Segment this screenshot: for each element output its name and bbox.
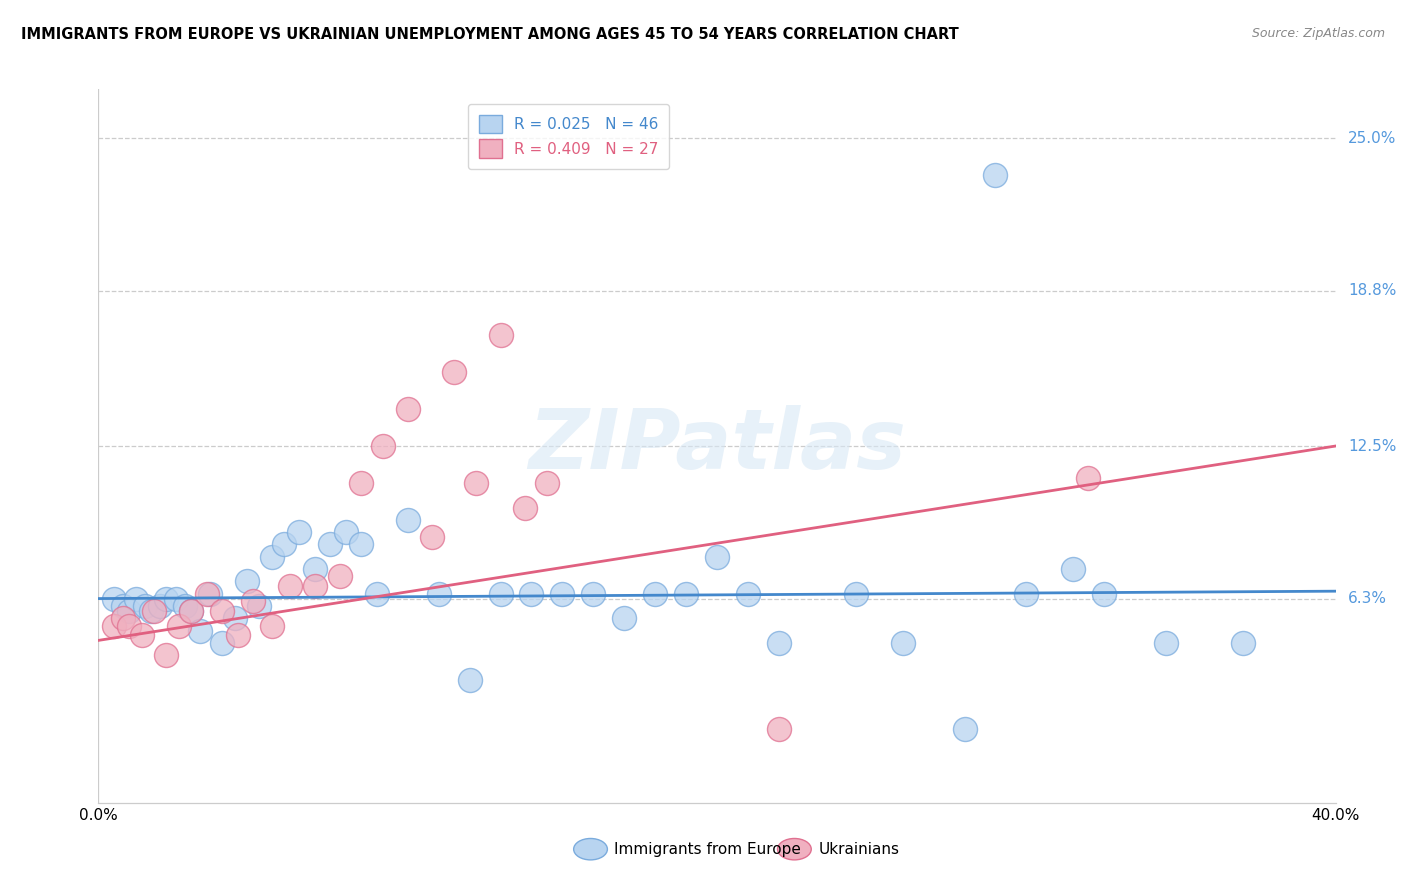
Point bbox=[190, 624, 212, 638]
Point bbox=[515, 500, 537, 515]
Point bbox=[236, 574, 259, 589]
Point bbox=[118, 618, 141, 632]
Text: 18.8%: 18.8% bbox=[1348, 284, 1396, 299]
Point bbox=[613, 611, 636, 625]
Point bbox=[155, 591, 177, 606]
Point bbox=[366, 587, 388, 601]
Point bbox=[304, 579, 326, 593]
Point bbox=[247, 599, 270, 613]
Point bbox=[195, 587, 218, 601]
Point bbox=[551, 587, 574, 601]
Point bbox=[396, 402, 419, 417]
Point bbox=[582, 587, 605, 601]
Point bbox=[118, 604, 141, 618]
Text: 6.3%: 6.3% bbox=[1348, 591, 1388, 606]
Point bbox=[1015, 587, 1038, 601]
Point bbox=[103, 618, 125, 632]
Point bbox=[644, 587, 666, 601]
Point bbox=[520, 587, 543, 601]
Point bbox=[155, 648, 177, 662]
Point bbox=[458, 673, 481, 687]
Point bbox=[112, 599, 135, 613]
Point bbox=[1232, 636, 1254, 650]
Point bbox=[103, 591, 125, 606]
Point bbox=[211, 604, 233, 618]
Point bbox=[278, 579, 301, 593]
Point bbox=[112, 611, 135, 625]
Point bbox=[768, 636, 790, 650]
Point bbox=[953, 722, 976, 736]
Point bbox=[371, 439, 394, 453]
Point bbox=[224, 611, 246, 625]
Text: Source: ZipAtlas.com: Source: ZipAtlas.com bbox=[1251, 27, 1385, 40]
Point bbox=[489, 328, 512, 343]
Point bbox=[845, 587, 868, 601]
Point bbox=[165, 591, 187, 606]
Point bbox=[226, 628, 249, 642]
Point bbox=[675, 587, 697, 601]
Point bbox=[273, 537, 295, 551]
Text: 12.5%: 12.5% bbox=[1348, 439, 1396, 453]
Point bbox=[1154, 636, 1177, 650]
Text: IMMIGRANTS FROM EUROPE VS UKRAINIAN UNEMPLOYMENT AMONG AGES 45 TO 54 YEARS CORRE: IMMIGRANTS FROM EUROPE VS UKRAINIAN UNEM… bbox=[21, 27, 959, 42]
Point bbox=[198, 587, 221, 601]
Point bbox=[422, 530, 444, 544]
Point bbox=[536, 475, 558, 490]
Point bbox=[329, 569, 352, 583]
Point bbox=[149, 599, 172, 613]
Point bbox=[319, 537, 342, 551]
Point bbox=[242, 594, 264, 608]
Point bbox=[1092, 587, 1115, 601]
Point bbox=[350, 475, 373, 490]
Point bbox=[143, 604, 166, 618]
Point bbox=[167, 618, 190, 632]
Point bbox=[1077, 471, 1099, 485]
Point bbox=[180, 604, 202, 618]
Point bbox=[768, 722, 790, 736]
Point bbox=[706, 549, 728, 564]
Point bbox=[174, 599, 197, 613]
Point bbox=[396, 513, 419, 527]
Point bbox=[180, 604, 202, 618]
Point bbox=[211, 636, 233, 650]
Point bbox=[260, 618, 283, 632]
Text: ZIPatlas: ZIPatlas bbox=[529, 406, 905, 486]
Point bbox=[139, 604, 162, 618]
Point bbox=[984, 169, 1007, 183]
Point bbox=[891, 636, 914, 650]
Point bbox=[124, 591, 146, 606]
Point bbox=[131, 628, 153, 642]
Text: Ukrainians: Ukrainians bbox=[818, 842, 900, 856]
Point bbox=[288, 525, 311, 540]
Point bbox=[737, 587, 759, 601]
Point bbox=[134, 599, 156, 613]
Point bbox=[489, 587, 512, 601]
Legend: R = 0.025   N = 46, R = 0.409   N = 27: R = 0.025 N = 46, R = 0.409 N = 27 bbox=[468, 104, 669, 169]
Point bbox=[443, 365, 465, 379]
Text: Immigrants from Europe: Immigrants from Europe bbox=[614, 842, 801, 856]
Point bbox=[1062, 562, 1084, 576]
Text: 25.0%: 25.0% bbox=[1348, 131, 1396, 146]
Point bbox=[335, 525, 357, 540]
Point bbox=[260, 549, 283, 564]
Point bbox=[464, 475, 486, 490]
Point bbox=[350, 537, 373, 551]
Point bbox=[304, 562, 326, 576]
Point bbox=[427, 587, 450, 601]
